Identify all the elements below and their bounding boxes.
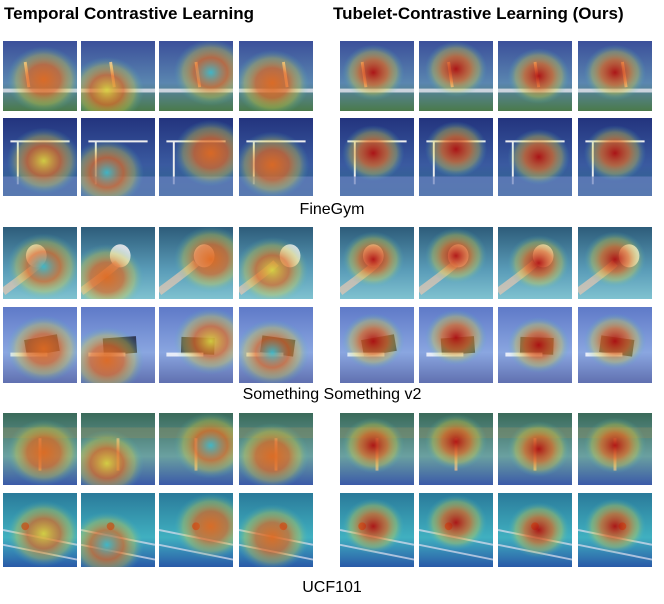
- left-frame: [158, 492, 234, 568]
- right-frame: [418, 412, 494, 486]
- left-frame: [80, 492, 156, 568]
- left-frame: [238, 492, 314, 568]
- right-frame: [497, 412, 573, 486]
- right-frame: [418, 492, 494, 568]
- right-frame: [577, 226, 653, 300]
- left-frame: [158, 226, 234, 300]
- left-column-title: Temporal Contrastive Learning: [4, 4, 255, 23]
- left-frame: [158, 412, 234, 486]
- left-frame: [2, 117, 78, 197]
- right-frame: [339, 40, 415, 112]
- right-frame: [339, 412, 415, 486]
- right-frame: [577, 40, 653, 112]
- right-frame: [497, 306, 573, 384]
- right-frame: [577, 492, 653, 568]
- left-frame: [158, 306, 234, 384]
- dataset-label-finegym: FineGym: [299, 201, 365, 218]
- right-frame: [497, 40, 573, 112]
- left-frame: [2, 492, 78, 568]
- right-frame: [497, 492, 573, 568]
- left-frame: [238, 226, 314, 300]
- right-frame: [339, 117, 415, 197]
- left-frame: [2, 306, 78, 384]
- left-frame: [2, 226, 78, 300]
- right-frame: [339, 306, 415, 384]
- right-frame: [577, 306, 653, 384]
- right-frame: [577, 412, 653, 486]
- right-frame: [418, 117, 494, 197]
- right-frame: [418, 226, 494, 300]
- right-frame: [418, 40, 494, 112]
- right-column-title: Tubelet-Contrastive Learning (Ours): [333, 4, 624, 23]
- left-frame: [80, 412, 156, 486]
- dataset-label-ssv2: Something Something v2: [242, 386, 422, 403]
- right-frame: [418, 306, 494, 384]
- right-frame: [497, 226, 573, 300]
- dataset-label-ucf101: UCF101: [302, 579, 362, 596]
- left-frame: [80, 40, 156, 112]
- right-frame: [339, 492, 415, 568]
- right-frame: [577, 117, 653, 197]
- left-frame: [238, 40, 314, 112]
- left-frame: [238, 306, 314, 384]
- left-frame: [2, 40, 78, 112]
- left-frame: [2, 412, 78, 486]
- left-frame: [80, 117, 156, 197]
- left-frame: [80, 226, 156, 300]
- right-frame: [339, 226, 415, 300]
- right-frame: [497, 117, 573, 197]
- left-frame: [80, 306, 156, 384]
- left-frame: [238, 412, 314, 486]
- left-frame: [158, 117, 234, 197]
- left-frame: [158, 40, 234, 112]
- left-frame: [238, 117, 314, 197]
